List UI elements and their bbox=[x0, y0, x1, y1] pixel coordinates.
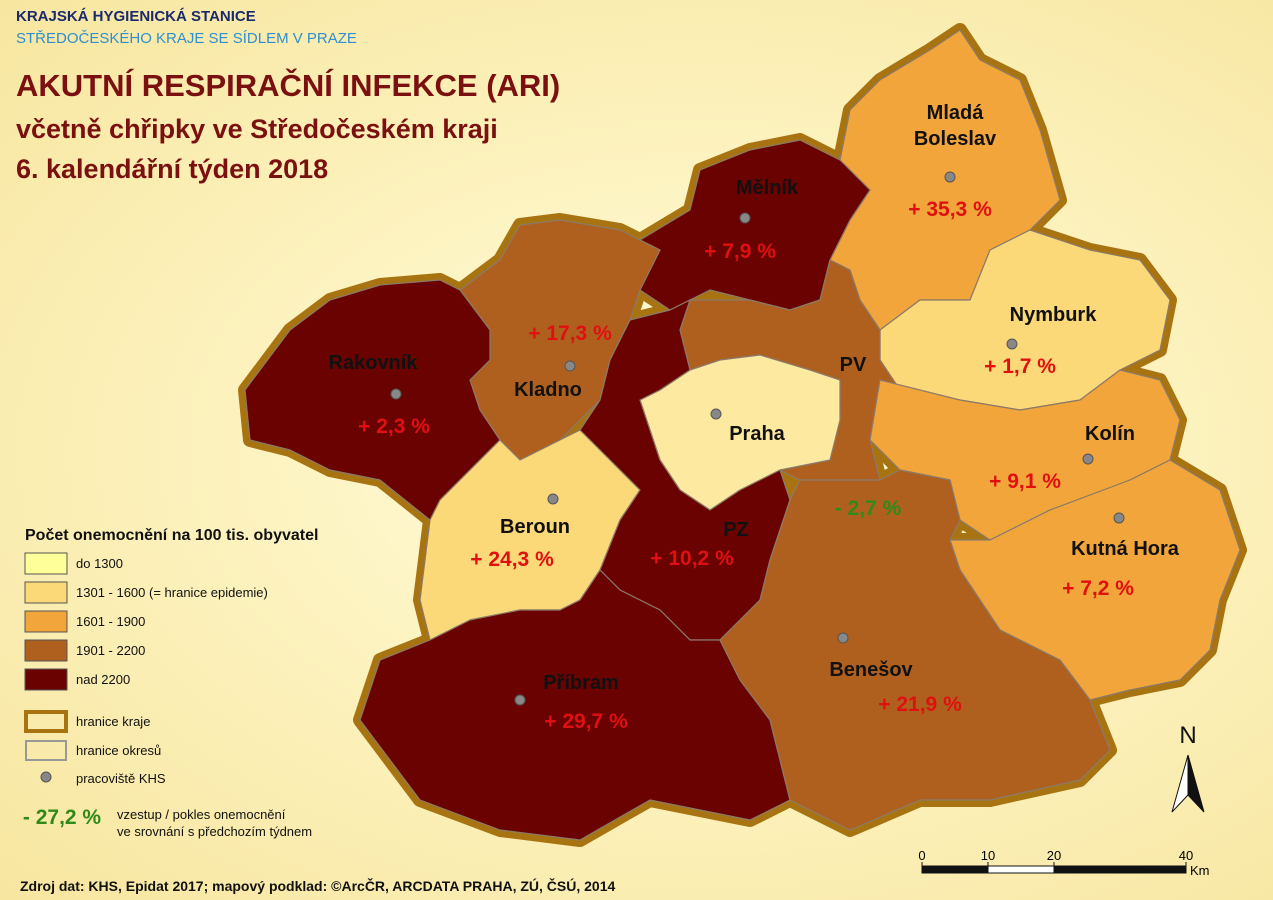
district-name: Beroun bbox=[500, 516, 570, 538]
district-name: PV bbox=[839, 354, 867, 376]
legend-swatch bbox=[24, 610, 68, 633]
subtitle: včetně chřipky ve Středočeském kraji bbox=[16, 114, 498, 144]
district-name: Nymburk bbox=[1009, 304, 1097, 326]
scale-label: 20 bbox=[1047, 848, 1061, 863]
north-arrow bbox=[1171, 754, 1189, 813]
district-change: - 2,7 % bbox=[834, 497, 902, 520]
legend-label: pracoviště KHS bbox=[76, 771, 166, 786]
legend-label: 1301 - 1600 (= hranice epidemie) bbox=[76, 585, 268, 600]
office-dot bbox=[1082, 453, 1094, 465]
district-name: Kolín bbox=[1085, 423, 1135, 445]
legend-label: 1601 - 1900 bbox=[76, 614, 146, 629]
district-change: + 35,3 % bbox=[908, 198, 992, 221]
district bbox=[719, 469, 1111, 831]
district-name: Rakovník bbox=[328, 352, 418, 374]
district-name: Kutná Hora bbox=[1071, 538, 1179, 560]
title: AKUTNÍ RESPIRAČNÍ INFEKCE (ARI) bbox=[16, 68, 561, 103]
legend-example: - 27,2 % bbox=[22, 806, 102, 829]
scale-label: 40 bbox=[1179, 848, 1193, 863]
district-change: + 10,2 % bbox=[650, 547, 734, 570]
legend-swatch bbox=[24, 639, 68, 662]
north-arrow bbox=[1187, 754, 1205, 813]
district-change: + 7,2 % bbox=[1062, 577, 1134, 600]
scale-segment bbox=[1053, 865, 1187, 874]
legend-swatch bbox=[24, 668, 68, 691]
legend-label: 1901 - 2200 bbox=[76, 643, 146, 658]
office-dot bbox=[1006, 338, 1018, 350]
north-label: N bbox=[1179, 722, 1197, 749]
legend-title: Počet onemocnění na 100 tis. obyvatel bbox=[25, 527, 319, 544]
legend-swatch bbox=[24, 710, 68, 733]
office-dot bbox=[547, 493, 559, 505]
district-name: Příbram bbox=[543, 672, 619, 694]
scale-segment bbox=[987, 865, 1055, 874]
office-dot bbox=[837, 632, 849, 644]
office-dot bbox=[564, 360, 576, 372]
district-change: + 17,3 % bbox=[528, 322, 612, 345]
scale-unit: Km bbox=[1190, 863, 1210, 878]
office-dot bbox=[944, 171, 956, 183]
scale-label: 10 bbox=[981, 848, 995, 863]
office-dot bbox=[1113, 512, 1125, 524]
legend-label: do 1300 bbox=[76, 556, 123, 571]
district-name: Kladno bbox=[514, 379, 582, 401]
legend-swatch bbox=[25, 740, 67, 761]
district-name: Mladá Boleslav bbox=[913, 102, 997, 150]
district-change: + 29,7 % bbox=[544, 710, 628, 733]
office-dot bbox=[739, 212, 751, 224]
district-name: PZ bbox=[723, 519, 749, 541]
district-change: + 2,3 % bbox=[358, 415, 430, 438]
legend-label: nad 2200 bbox=[76, 672, 131, 687]
legend-swatch bbox=[24, 581, 68, 604]
district bbox=[244, 279, 501, 521]
legend-label: hranice kraje bbox=[76, 714, 151, 729]
district-change: + 7,9 % bbox=[704, 240, 776, 263]
legend-label: hranice okresů bbox=[76, 743, 162, 758]
org: KRAJSKÁ HYGIENICKÁ STANICE bbox=[16, 8, 256, 25]
district-change: + 1,7 % bbox=[984, 355, 1056, 378]
legend-dot bbox=[40, 771, 52, 783]
office-dot bbox=[710, 408, 722, 420]
district-change: + 9,1 % bbox=[989, 470, 1061, 493]
legend-label: ve srovnání s předchozím týdnem bbox=[117, 824, 313, 839]
org-sub: STŘEDOČESKÉHO KRAJE SE SÍDLEM V PRAZE bbox=[16, 30, 357, 47]
office-dot bbox=[390, 388, 402, 400]
district-change: + 21,9 % bbox=[878, 693, 962, 716]
office-dot bbox=[514, 694, 526, 706]
scale-segment bbox=[921, 865, 989, 874]
scale-label: 0 bbox=[918, 848, 925, 863]
district-name: Mělník bbox=[735, 177, 799, 199]
source: Zdroj dat: KHS, Epidat 2017; mapový podk… bbox=[20, 878, 616, 894]
district-name: Praha bbox=[729, 423, 785, 445]
legend-swatch bbox=[24, 552, 68, 575]
district-name: Benešov bbox=[829, 659, 913, 681]
subtitle: 6. kalendářní týden 2018 bbox=[16, 154, 329, 184]
legend-label: vzestup / pokles onemocnění bbox=[117, 807, 286, 822]
district-change: + 24,3 % bbox=[470, 548, 554, 571]
